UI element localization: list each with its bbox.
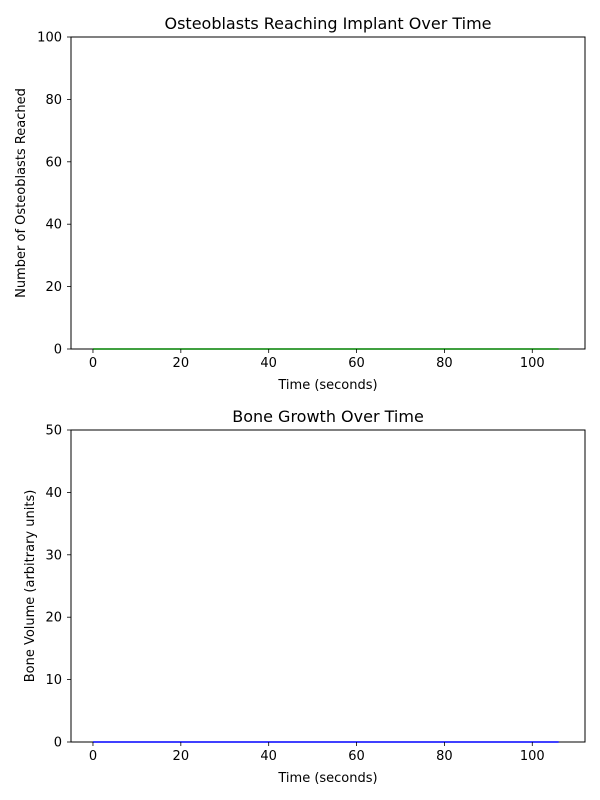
- x-tick-label: 20: [173, 749, 190, 764]
- x-tick-label: 100: [520, 356, 545, 371]
- chart-marks: 0 20 40 60 80 100 0 20 40 60 80 100: [37, 31, 559, 371]
- plot-area-frame: [70, 36, 586, 350]
- x-tick-label: 0: [89, 356, 97, 371]
- x-tick-label: 60: [348, 356, 365, 371]
- y-tick-label: 20: [45, 611, 62, 626]
- chart-title: Bone Growth Over Time: [232, 407, 424, 426]
- y-tick-label: 0: [54, 343, 62, 358]
- x-tick-label: 100: [520, 749, 545, 764]
- y-axis-label: Bone Volume (arbitrary units): [23, 490, 38, 683]
- x-axis-label: Time (seconds): [277, 771, 377, 786]
- chart-marks: 0 20 40 60 80 100 0 10 20 30 40 50: [45, 424, 559, 764]
- y-tick-label: 0: [54, 736, 62, 751]
- y-tick-label: 40: [45, 218, 62, 233]
- y-tick-label: 20: [45, 280, 62, 295]
- x-tick-label: 0: [89, 749, 97, 764]
- y-axis-label: Number of Osteoblasts Reached: [14, 88, 29, 298]
- x-tick-label: 60: [348, 749, 365, 764]
- chart-title: Osteoblasts Reaching Implant Over Time: [164, 14, 491, 33]
- x-tick-label: 40: [260, 356, 277, 371]
- x-axis-label: Time (seconds): [277, 378, 377, 393]
- plot-area-frame: [70, 429, 586, 743]
- chart-bone-growth: Bone Growth Over Time 0 20 40 60 80 100 0 10 20 3…: [23, 407, 586, 786]
- x-tick-label: 20: [173, 356, 190, 371]
- y-tick-label: 10: [45, 673, 62, 688]
- chart-osteoblasts: Osteoblasts Reaching Implant Over Time 0…: [14, 14, 586, 393]
- y-tick-label: 30: [45, 548, 62, 563]
- x-tick-label: 40: [260, 749, 277, 764]
- y-tick-label: 80: [45, 93, 62, 108]
- x-tick-label: 80: [436, 749, 453, 764]
- y-tick-label: 100: [37, 31, 62, 46]
- y-tick-label: 50: [45, 424, 62, 439]
- y-tick-label: 40: [45, 486, 62, 501]
- x-tick-label: 80: [436, 356, 453, 371]
- y-tick-label: 60: [45, 155, 62, 170]
